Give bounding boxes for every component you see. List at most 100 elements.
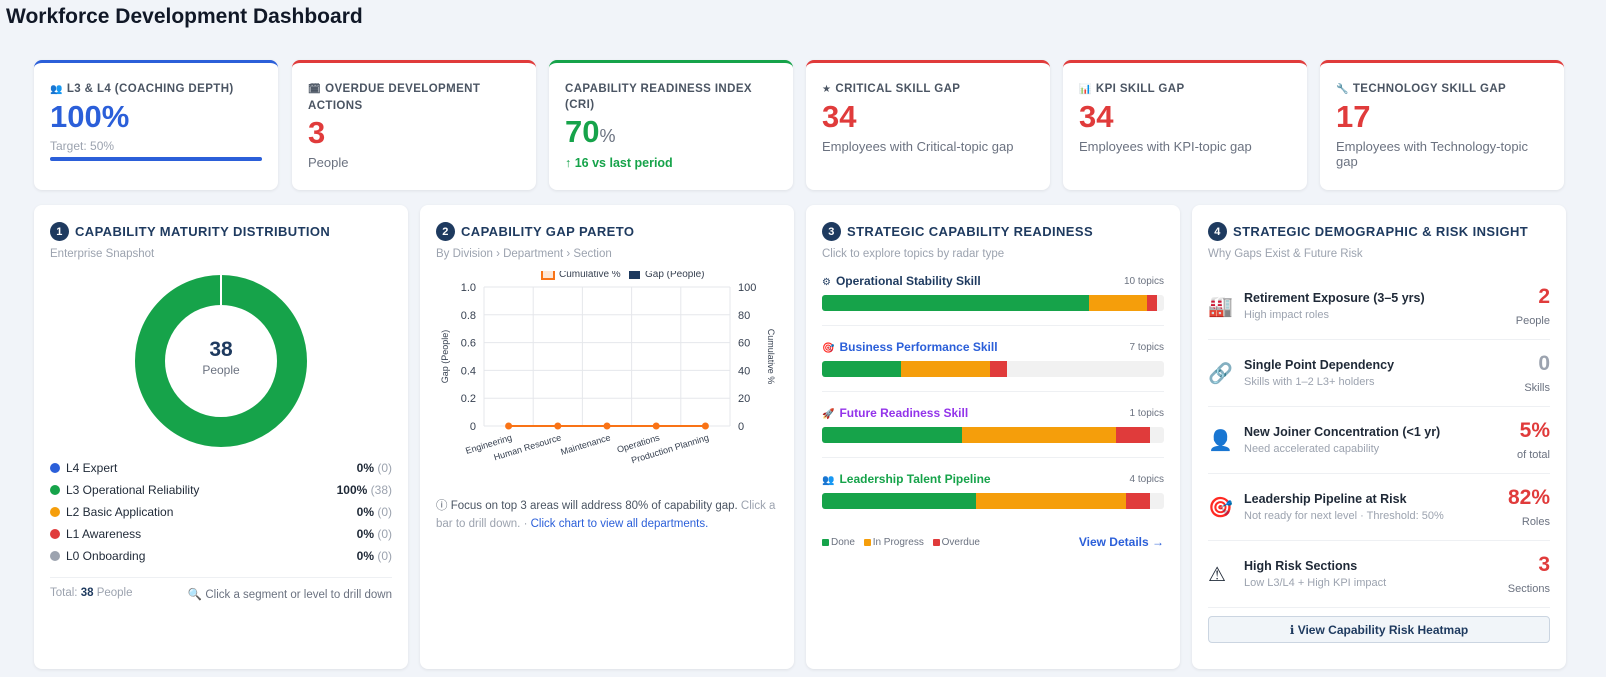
donut-center-label: People <box>202 363 240 377</box>
maturity-level-row[interactable]: L2 Basic Application 0% (0) <box>50 501 392 523</box>
level-name: L2 Basic Application <box>66 505 174 519</box>
view-all-departments-link[interactable]: Click chart to view all departments. <box>530 518 709 530</box>
skill-topic-count: 4 topics <box>1129 473 1164 485</box>
kpi-label: OVERDUE DEVELOPMENT ACTIONS <box>308 83 481 112</box>
kpi-label: TECHNOLOGY SKILL GAP <box>1352 83 1507 95</box>
kpi-card-critical-gap[interactable]: ★ CRITICAL SKILL GAP 34 Employees with Cr… <box>806 60 1050 190</box>
maturity-levels: L4 Expert 0% (0) L3 Operational Reliabilit… <box>50 457 392 567</box>
risk-unit: Roles <box>1521 516 1550 528</box>
maturity-level-row[interactable]: L0 Onboarding 0% (0) <box>50 545 392 567</box>
risk-row[interactable]: 🎯 Leadership Pipeline at Risk Not ready fo… <box>1208 474 1550 541</box>
bar-in-progress <box>975 493 1127 509</box>
kpi-label: CAPABILITY READINESS INDEX (CRI) <box>565 83 752 111</box>
skill-row[interactable]: ⚙ Operational Stability Skill 10 topics <box>822 274 1164 326</box>
risk-unit: Sections <box>1507 583 1550 595</box>
kpi-sub: People <box>308 155 349 170</box>
cumulative-point <box>701 422 709 430</box>
bar-overdue <box>1146 295 1158 311</box>
skill-topic-count: 7 topics <box>1129 341 1164 353</box>
y-axis-title: Gap (People) <box>440 330 450 384</box>
level-color-dot <box>50 485 60 495</box>
legend-swatch-gap <box>629 269 640 279</box>
skill-row[interactable]: 🚀 Future Readiness Skill 1 topics <box>822 406 1164 458</box>
kpi-card-cri[interactable]: CAPABILITY READINESS INDEX (CRI) 70% ↑ 1… <box>549 60 793 190</box>
risk-title: High Risk Sections <box>1244 559 1358 573</box>
level-name: L1 Awareness <box>66 527 142 541</box>
skill-name: Operational Stability Skill <box>835 274 981 288</box>
wrench-icon: 🔧 <box>1336 84 1349 95</box>
y2-tick-label: 40 <box>738 365 750 377</box>
level-color-dot <box>50 507 60 517</box>
total-unit: People <box>96 587 133 599</box>
maturity-level-row[interactable]: L3 Operational Reliability 100% (38) <box>50 479 392 501</box>
pareto-chart[interactable]: Cumulative % Gap (People) 0 0 0.2 20 0.4 40 0.6 6… <box>436 268 778 486</box>
risk-value: 5% <box>1519 419 1550 442</box>
panel-number: 4 <box>1208 222 1227 241</box>
bar-overdue <box>989 361 1007 377</box>
skill-row[interactable]: 🎯 Business Performance Skill 7 topics <box>822 340 1164 392</box>
legend-swatch-overdue <box>932 538 940 546</box>
kpi-value: 17 <box>1336 99 1371 134</box>
kpi-sub: Employees with KPI-topic gap <box>1079 139 1252 154</box>
skill-progress-bar[interactable] <box>822 295 1164 311</box>
donut-chart[interactable]: 38 People <box>134 274 308 448</box>
kpi-card-technology-gap[interactable]: 🔧 TECHNOLOGY SKILL GAP 17 Employees with … <box>1320 60 1564 190</box>
x-tick-label: Maintenance <box>559 432 611 457</box>
y2-tick-label: 100 <box>738 282 756 294</box>
risk-row[interactable]: 👤 New Joiner Concentration (<1 yr) Need ac… <box>1208 407 1550 474</box>
skill-progress-bar[interactable] <box>822 361 1164 377</box>
panel-number: 3 <box>822 222 841 241</box>
risk-row[interactable]: 🔗 Single Point Dependency Skills with 1–2 … <box>1208 340 1550 407</box>
target-icon: 🎯 <box>1208 496 1233 519</box>
y-tick-label: 0 <box>470 421 476 433</box>
level-pct: 0% <box>356 527 374 541</box>
kpi-label: L3 & L4 (COACHING DEPTH) <box>66 83 234 95</box>
kpi-card-coaching-depth[interactable]: 👥 L3 & L4 (COACHING DEPTH) 100% Target: 5… <box>34 60 278 190</box>
risk-title: New Joiner Concentration (<1 yr) <box>1244 425 1441 439</box>
y2-tick-label: 0 <box>738 421 744 433</box>
risk-list: 🏭 Retirement Exposure (3–5 yrs) High impac… <box>1208 273 1550 608</box>
y-tick-label: 1.0 <box>461 282 476 294</box>
kpi-label: CRITICAL SKILL GAP <box>835 83 961 95</box>
pareto-note-muted: Click a bar to drill down. · <box>436 500 776 530</box>
level-pct: 0% <box>356 461 374 475</box>
level-name: L3 Operational Reliability <box>66 483 200 497</box>
panel-number: 1 <box>50 222 69 241</box>
maturity-level-row[interactable]: L4 Expert 0% (0) <box>50 457 392 479</box>
y2-axis-title: Cumulative % <box>766 329 776 385</box>
kpi-value: 34 <box>1079 99 1114 134</box>
skill-progress-bar[interactable] <box>822 427 1164 443</box>
total-label: Total: <box>50 587 78 599</box>
risk-value: 82% <box>1507 486 1550 509</box>
kpi-card-kpi-gap[interactable]: 📊 KPI SKILL GAP 34 Employees with KPI-top… <box>1063 60 1307 190</box>
y2-tick-label: 80 <box>738 310 750 322</box>
donut-svg[interactable] <box>134 274 308 448</box>
maturity-level-row[interactable]: L1 Awareness 0% (0) <box>50 523 392 545</box>
skill-name: Business Performance Skill <box>839 340 998 354</box>
view-risk-heatmap-button[interactable]: ℹ View Capability Risk Heatmap <box>1208 616 1550 643</box>
skill-name: Future Readiness Skill <box>839 406 969 420</box>
view-details-link[interactable]: View Details → <box>1078 535 1164 549</box>
skill-list: ⚙ Operational Stability Skill 10 topics 🎯 Bu… <box>822 274 1164 523</box>
factory-icon: 🏭 <box>1208 295 1233 318</box>
level-color-dot <box>50 551 60 561</box>
risk-title: Leadership Pipeline at Risk <box>1244 492 1407 506</box>
level-color-dot <box>50 463 60 473</box>
kpi-unit: % <box>599 126 616 146</box>
bar-in-progress <box>900 361 990 377</box>
skill-progress-bar[interactable] <box>822 493 1164 509</box>
bar-in-progress <box>962 427 1117 443</box>
level-count: (0) <box>377 461 392 475</box>
kpi-progress-fill <box>50 157 262 161</box>
people-icon: 👥 <box>822 475 835 486</box>
y2-tick-label: 60 <box>738 338 750 350</box>
kpi-card-overdue-actions[interactable]: 🗓 OVERDUE DEVELOPMENT ACTIONS 3 People <box>292 60 536 190</box>
risk-row[interactable]: ⚠ High Risk Sections Low L3/L4 + High KPI … <box>1208 541 1550 608</box>
kpi-value: 100% <box>50 99 130 134</box>
risk-row[interactable]: 🏭 Retirement Exposure (3–5 yrs) High impac… <box>1208 273 1550 340</box>
level-count: (0) <box>377 549 392 563</box>
skill-row[interactable]: 👥 Leadership Talent Pipeline 4 topics <box>822 472 1164 523</box>
y-tick-label: 0.6 <box>461 338 476 350</box>
bar-overdue <box>1126 493 1151 509</box>
target-icon: 🎯 <box>822 343 835 354</box>
